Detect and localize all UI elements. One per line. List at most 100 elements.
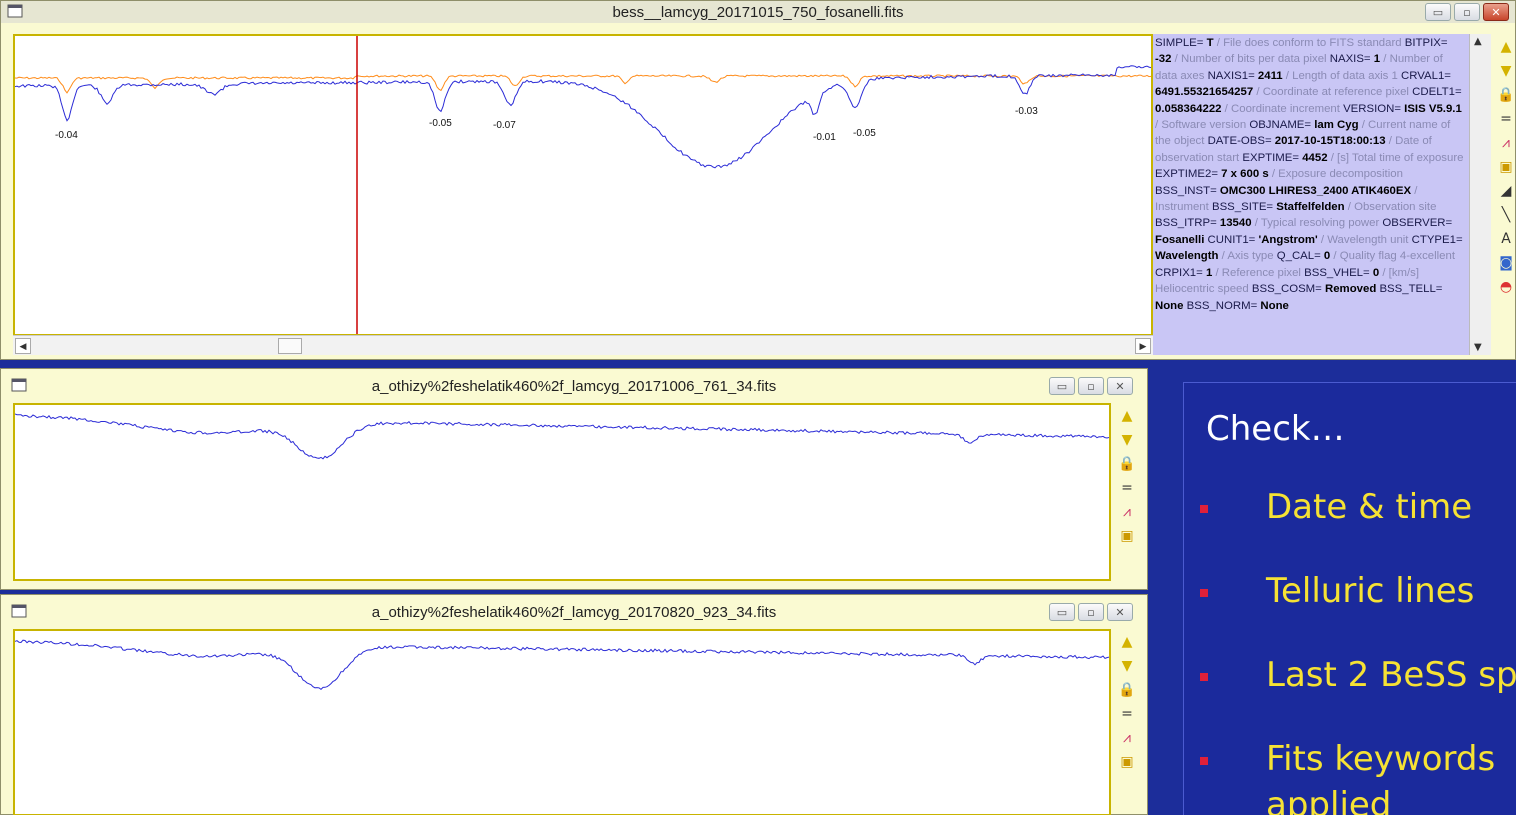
check-panel: Check… Date & time Telluric lines Last 2…: [1183, 382, 1516, 815]
fits-key: OBSERVER=: [1382, 217, 1453, 230]
fits-key: BSS_TELL=: [1379, 283, 1443, 296]
arrow-up-icon[interactable]: ▲: [1500, 39, 1512, 55]
lock-icon[interactable]: 🔒: [1118, 682, 1136, 698]
spectrum-svg-3[interactable]: [15, 631, 1109, 814]
fits-value: 0: [1323, 250, 1331, 263]
equals-icon[interactable]: =: [1121, 706, 1133, 722]
arrow-up-icon[interactable]: ▲: [1121, 408, 1133, 424]
fits-key: BSS_INST=: [1155, 184, 1220, 197]
frame-icon[interactable]: ▣: [1499, 159, 1513, 175]
equals-icon[interactable]: =: [1121, 480, 1133, 496]
fits-value: 1: [1205, 266, 1213, 279]
main-toolstrip: ▲ ▼ 🔒 = ⩘ ▣ ◢ ╲ A ◙ ◓: [1494, 38, 1516, 296]
arrow-down-icon[interactable]: ▼: [1121, 658, 1133, 674]
close-button[interactable]: ✕: [1107, 377, 1133, 395]
image-tool-icon[interactable]: ◙: [1499, 255, 1513, 271]
fits-header-panel[interactable]: SIMPLE= T / File does conform to FITS st…: [1153, 34, 1469, 355]
maximize-button[interactable]: ▫: [1078, 377, 1104, 395]
fits-comment: / Axis type: [1218, 250, 1277, 263]
bullet-2: [1200, 589, 1208, 597]
scroll-up-icon[interactable]: ▲: [1474, 36, 1482, 47]
fits-value: 0: [1372, 266, 1380, 279]
maximize-button[interactable]: ▫: [1454, 3, 1480, 21]
window3-title: a_othizy%2feshelatik460%2f_lamcyg_201708…: [371, 603, 777, 621]
line-depth-label: -0.07: [493, 120, 516, 131]
fits-value: None: [1260, 299, 1289, 312]
fits-comment: / File does conform to FITS standard: [1213, 37, 1405, 49]
window3-titlebar[interactable]: a_othizy%2feshelatik460%2f_lamcyg_201708…: [1, 595, 1147, 629]
text-tool-icon[interactable]: A: [1501, 231, 1511, 247]
scroll-left-icon[interactable]: ◀: [15, 338, 31, 354]
fits-comment: / [km/s] Heliocentric speed: [1155, 266, 1420, 296]
frame-icon[interactable]: ▣: [1120, 754, 1134, 770]
rainbow-icon[interactable]: ◓: [1499, 279, 1513, 295]
fits-key: BITPIX=: [1404, 37, 1448, 49]
graph-icon[interactable]: ⩘: [1123, 504, 1131, 520]
fits-value: ISIS V5.9.1: [1404, 102, 1462, 115]
lock-icon[interactable]: 🔒: [1118, 456, 1136, 472]
fits-value: T: [1206, 37, 1214, 49]
minimize-button[interactable]: ▭: [1425, 3, 1451, 21]
fits-key: CUNIT1=: [1207, 233, 1259, 246]
main-spectrum-plot[interactable]: -0.04 -0.05 -0.07 -0.01 -0.05 -0.03: [13, 34, 1153, 336]
main-window-titlebar[interactable]: bess__lamcyg_20171015_750_fosanelli.fits…: [1, 1, 1515, 23]
arrow-down-icon[interactable]: ▼: [1500, 63, 1512, 79]
spectrum-svg-2[interactable]: [15, 405, 1109, 579]
minimize-button[interactable]: ▭: [1049, 603, 1075, 621]
minimize-button[interactable]: ▭: [1049, 377, 1075, 395]
main-window-title: bess__lamcyg_20171015_750_fosanelli.fits: [612, 3, 904, 21]
scroll-down-icon[interactable]: ▼: [1474, 342, 1482, 353]
main-spectrum-svg[interactable]: -0.04 -0.05 -0.07 -0.01 -0.05 -0.03: [15, 36, 1151, 334]
graph-icon[interactable]: ⩘: [1502, 135, 1510, 151]
stellar-spectrum-line: [15, 65, 1151, 169]
scroll-right-icon[interactable]: ▶: [1135, 338, 1151, 354]
fits-key: NAXIS=: [1329, 53, 1374, 66]
fits-comment: / Coordinate at reference pixel: [1253, 86, 1413, 99]
close-button[interactable]: ✕: [1107, 603, 1133, 621]
fits-comment: / Coordinate increment: [1221, 102, 1344, 115]
spectrum-3-line: [15, 639, 1109, 691]
graph-icon[interactable]: ⩘: [1123, 730, 1131, 746]
fits-value: 1: [1373, 53, 1381, 66]
check-item-applied: applied: [1266, 785, 1392, 815]
window-menu-icon[interactable]: [11, 378, 27, 392]
arrow-up-icon[interactable]: ▲: [1121, 634, 1133, 650]
scroll-thumb[interactable]: [278, 338, 302, 354]
fits-value: Wavelength: [1155, 250, 1219, 263]
fits-value: Fosanelli: [1155, 233, 1205, 246]
line-tool-icon[interactable]: ╲: [1501, 207, 1511, 223]
window2-titlebar[interactable]: a_othizy%2feshelatik460%2f_lamcyg_201710…: [1, 369, 1147, 403]
fits-value: -32: [1155, 53, 1172, 66]
line-depth-label: -0.03: [1015, 106, 1038, 117]
fits-key: CRPIX1=: [1155, 266, 1206, 279]
fits-comment: / Typical resolving power: [1251, 217, 1383, 230]
fits-value: lam Cyg: [1314, 119, 1359, 132]
fits-key: OBJNAME=: [1249, 119, 1315, 132]
fits-value: 6491.55321654257: [1155, 86, 1254, 99]
ruler-icon[interactable]: ◢: [1500, 183, 1512, 199]
fits-value: 'Angstrom': [1258, 233, 1318, 246]
fits-comment: / Number of bits per data pixel: [1171, 53, 1330, 66]
arrow-down-icon[interactable]: ▼: [1121, 432, 1133, 448]
fits-value: 4452: [1302, 151, 1328, 164]
fits-comment: / Instrument: [1155, 184, 1418, 214]
check-heading: Check…: [1206, 409, 1345, 449]
fits-value: 0.058364222: [1155, 102, 1222, 115]
window-menu-icon[interactable]: [11, 604, 27, 618]
fits-header-scrollbar[interactable]: ▲ ▼: [1469, 34, 1491, 355]
spectrum-plot-3[interactable]: [13, 629, 1111, 815]
frame-icon[interactable]: ▣: [1120, 528, 1134, 544]
maximize-button[interactable]: ▫: [1078, 603, 1104, 621]
fits-key: BSS_SITE=: [1211, 201, 1277, 214]
check-item-last-bess: Last 2 BeSS sp: [1266, 655, 1516, 695]
line-depth-label: -0.04: [55, 130, 78, 141]
spectrum-plot-2[interactable]: [13, 403, 1111, 581]
fits-comment: / Quality flag 4-excellent: [1330, 250, 1455, 263]
main-horizontal-scrollbar[interactable]: ◀ ▶: [13, 335, 1153, 355]
fits-key: DATE-OBS=: [1207, 135, 1275, 148]
window-menu-icon[interactable]: [7, 4, 23, 18]
equals-icon[interactable]: =: [1500, 111, 1512, 127]
lock-icon[interactable]: 🔒: [1497, 87, 1515, 103]
fits-comment: / Number of data axes: [1155, 53, 1443, 82]
close-button[interactable]: ✕: [1483, 3, 1509, 21]
